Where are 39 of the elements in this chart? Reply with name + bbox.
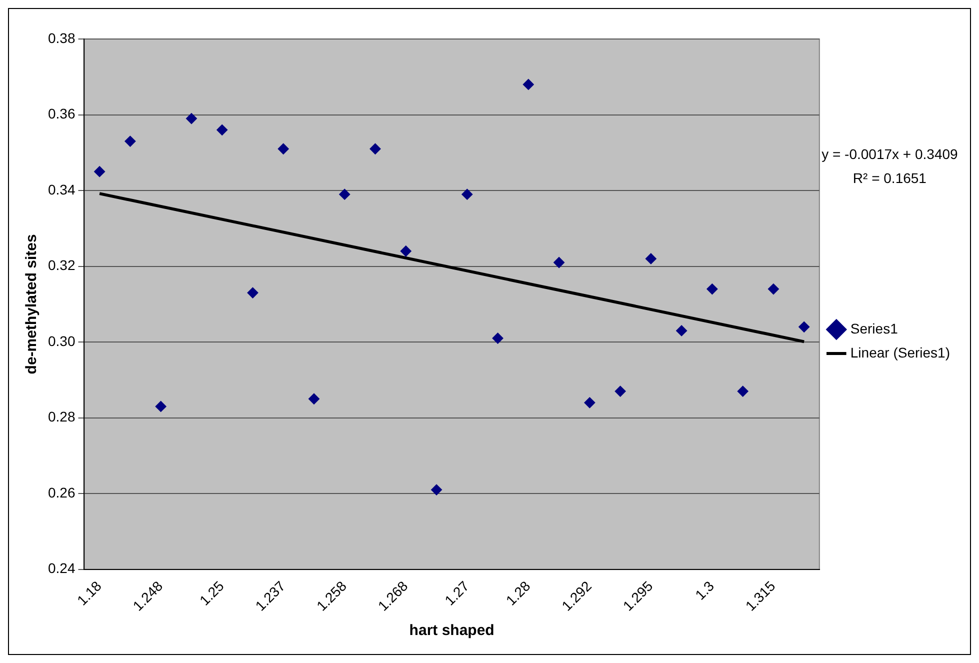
- y-tick-label: 0.28: [48, 408, 76, 425]
- point: [584, 397, 596, 408]
- y-tick-label: 0.38: [48, 30, 76, 46]
- point: [676, 325, 688, 336]
- point: [645, 253, 656, 264]
- y-tick-label: 0.30: [48, 332, 76, 349]
- x-tick-label: 1.3: [692, 578, 718, 603]
- point: [400, 246, 412, 257]
- point: [370, 143, 381, 154]
- y-tick-label: 0.32: [48, 257, 76, 274]
- y-tick-label: 0.26: [48, 484, 76, 500]
- point: [614, 386, 626, 397]
- point: [124, 136, 136, 147]
- y-tick-label: 0.36: [48, 106, 76, 122]
- text: R² = 0.1651: [852, 170, 927, 186]
- point: [737, 386, 748, 397]
- point: [247, 287, 258, 298]
- point: [798, 321, 810, 332]
- point: [522, 78, 534, 90]
- y-tick-label: 0.24: [48, 560, 76, 576]
- y-axis-title: de-methylated sites: [23, 234, 40, 374]
- point: [155, 400, 166, 412]
- point: [278, 143, 289, 154]
- point: [94, 166, 106, 178]
- x-axis-title: hart shaped: [409, 622, 494, 640]
- point: [431, 484, 442, 496]
- point: [339, 188, 350, 200]
- point: [492, 332, 504, 344]
- point: [554, 257, 565, 268]
- point: [216, 124, 228, 136]
- text: y = -0.0017x + 0.3409: [822, 146, 958, 162]
- point: [706, 284, 718, 295]
- point: [186, 113, 197, 124]
- point: [768, 284, 779, 295]
- legend-label: Series1: [850, 320, 898, 336]
- point: [462, 188, 473, 200]
- y-tick-label: 0.34: [48, 181, 76, 198]
- point: [308, 393, 320, 404]
- legend-label: Linear (Series1): [850, 344, 950, 360]
